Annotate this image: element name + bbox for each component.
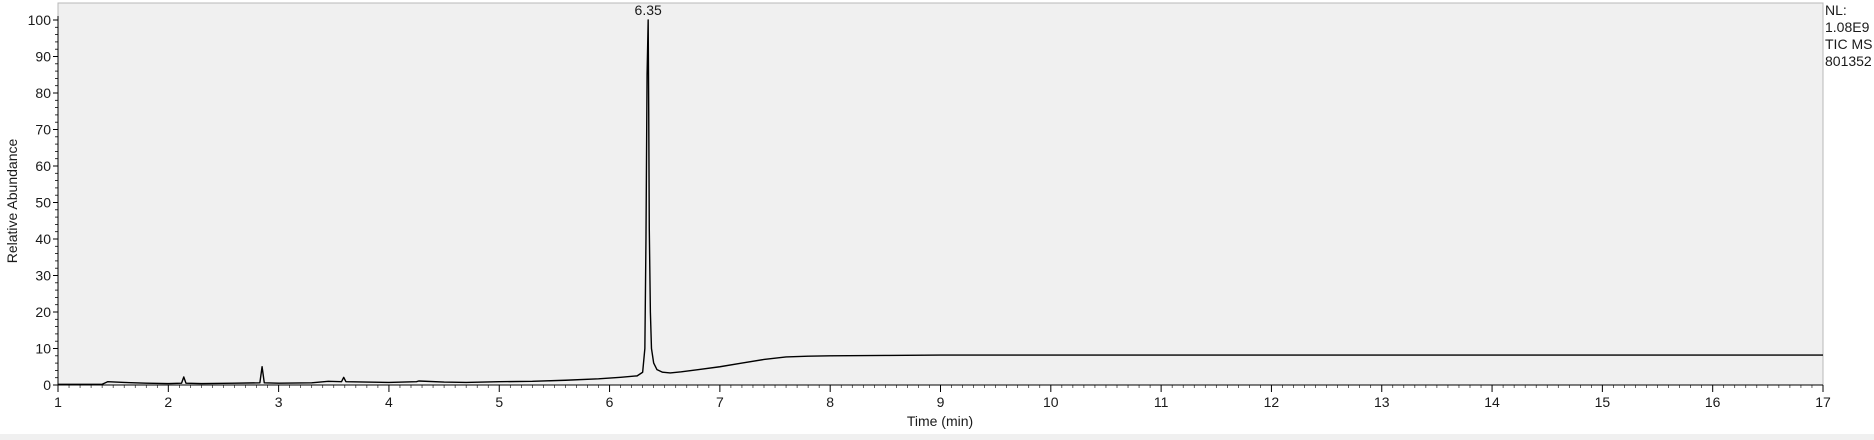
x-tick-label: 9 bbox=[937, 394, 945, 410]
y-axis: 0 10 20 30 40 50 60 70 80 90 100 bbox=[28, 12, 59, 393]
trace-type: TIC MS bbox=[1825, 36, 1873, 52]
y-tick-label: 60 bbox=[35, 158, 51, 174]
trace-info: NL: 1.08E9 TIC MS 801352 bbox=[1825, 2, 1872, 70]
y-tick-label: 50 bbox=[35, 195, 51, 211]
x-axis-title: Time (min) bbox=[907, 413, 973, 429]
y-tick-label: 100 bbox=[28, 12, 52, 28]
x-tick-label: 5 bbox=[495, 394, 503, 410]
x-tick-label: 10 bbox=[1043, 394, 1059, 410]
y-tick-label: 70 bbox=[35, 122, 51, 138]
y-axis-title: Relative Abundance bbox=[4, 139, 20, 264]
plot-area bbox=[57, 2, 1824, 386]
y-tick-label: 10 bbox=[35, 341, 51, 357]
x-tick-label: 12 bbox=[1264, 394, 1280, 410]
y-tick-label: 80 bbox=[35, 85, 51, 101]
x-tick-label: 4 bbox=[385, 394, 393, 410]
x-tick-label: 15 bbox=[1595, 394, 1611, 410]
x-tick-label: 14 bbox=[1484, 394, 1500, 410]
sample-id: 801352 bbox=[1825, 53, 1872, 69]
y-tick-label: 90 bbox=[35, 49, 51, 65]
x-tick-label: 11 bbox=[1154, 394, 1169, 410]
x-tick-label: 8 bbox=[826, 394, 834, 410]
nl-label: NL: bbox=[1825, 2, 1847, 18]
x-tick-label: 17 bbox=[1815, 394, 1831, 410]
y-tick-label: 30 bbox=[35, 268, 51, 284]
x-tick-label: 3 bbox=[275, 394, 283, 410]
bottom-strip bbox=[0, 434, 1874, 440]
x-tick-label: 6 bbox=[606, 394, 614, 410]
x-tick-label: 13 bbox=[1374, 394, 1390, 410]
x-tick-label: 2 bbox=[164, 394, 172, 410]
nl-value: 1.08E9 bbox=[1825, 19, 1870, 35]
tic-trace bbox=[58, 19, 1823, 385]
x-tick-label: 1 bbox=[54, 394, 62, 410]
x-axis: 1 2 3 4 5 6 7 8 9 10 11 12 13 14 15 16 17 bbox=[54, 384, 1831, 410]
y-tick-label: 0 bbox=[43, 377, 51, 393]
y-tick-label: 40 bbox=[35, 231, 51, 247]
x-tick-label: 16 bbox=[1705, 394, 1721, 410]
y-tick-label: 20 bbox=[35, 304, 51, 320]
x-tick-label: 7 bbox=[716, 394, 724, 410]
peak-label: 6.35 bbox=[635, 2, 662, 18]
